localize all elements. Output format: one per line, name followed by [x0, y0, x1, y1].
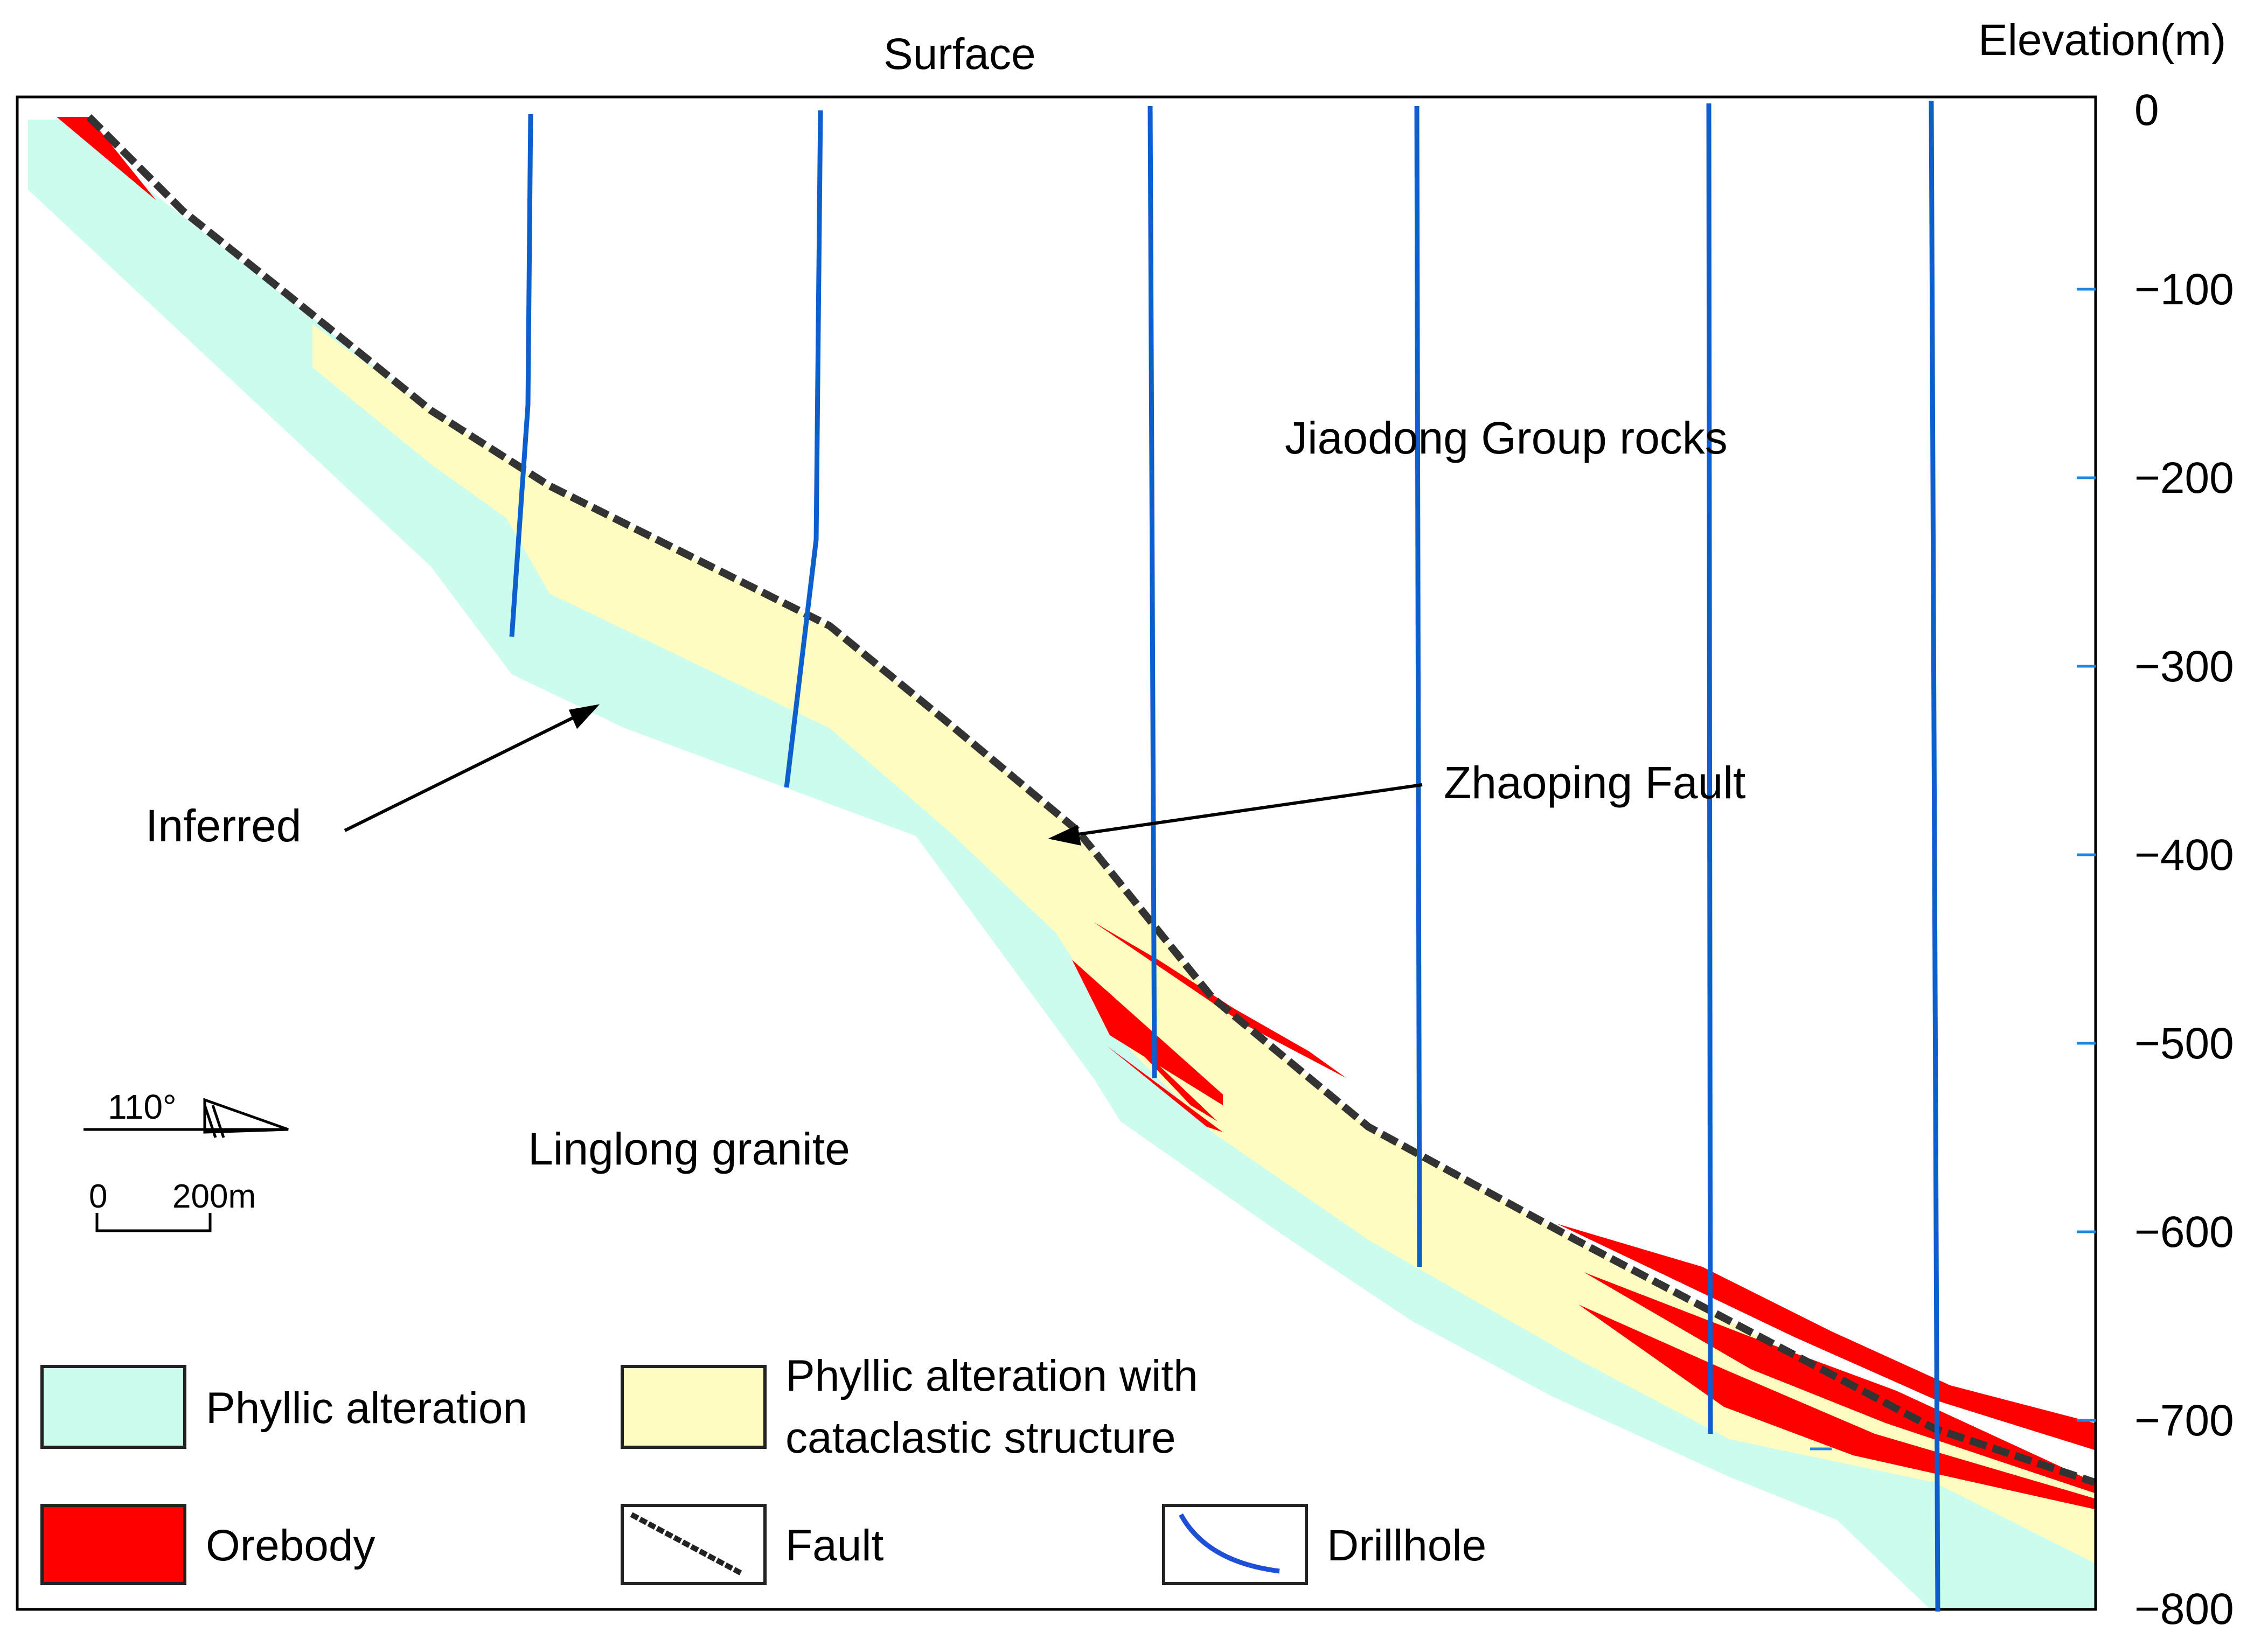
orebody	[1072, 960, 1223, 1105]
elevation-label: Elevation(m)	[1978, 16, 2226, 65]
legend: Phyllic alteration Phyllic alteration wi…	[40, 1351, 1486, 1585]
linglong-label: Linglong granite	[528, 1124, 850, 1174]
scale-bar: 110° 0 200m	[84, 1087, 289, 1232]
drillhole	[1414, 106, 1422, 1267]
drillhole-legend-icon	[1179, 1513, 1280, 1574]
arrow-head	[1048, 825, 1081, 846]
drillhole	[1929, 100, 1940, 1612]
legend-swatch-orebody	[40, 1504, 186, 1585]
leader-arrows	[344, 704, 1423, 846]
fault-legend-icon	[630, 1512, 744, 1577]
legend-label-orebody: Orebody	[206, 1521, 375, 1570]
legend-swatch-phyllic	[40, 1365, 186, 1449]
legend-label-phyllic: Phyllic alteration	[206, 1384, 527, 1433]
tick-label: −600	[2134, 1208, 2234, 1257]
tick-label: −500	[2134, 1019, 2234, 1068]
tick-label: −300	[2134, 642, 2234, 691]
tick-label: −400	[2134, 831, 2234, 880]
elevation-axis: 0 −100 −200 −300 −400 −500 −600 −700 −80…	[1810, 86, 2234, 1632]
tick-label: −100	[2134, 265, 2234, 314]
zhaoping-leader	[1066, 783, 1423, 838]
drillhole	[509, 114, 533, 637]
inferred-leader	[344, 710, 586, 832]
orebody	[1107, 1046, 1223, 1132]
azimuth-tick	[203, 1105, 217, 1138]
legend-label-cataclastic-line2: cataclastic structure	[785, 1413, 1176, 1462]
tick-label: 0	[2134, 86, 2159, 135]
legend-label-drillhole: Drillhole	[1327, 1521, 1486, 1570]
surface-label: Surface	[883, 30, 1036, 79]
tick-label: −700	[2134, 1396, 2234, 1445]
cataclastic-alteration-zone	[312, 324, 2095, 1563]
drillholes	[509, 100, 1940, 1612]
legend-swatch-cataclastic	[621, 1365, 767, 1449]
azimuth-tick	[211, 1105, 225, 1138]
inferred-label: Inferred	[145, 800, 302, 851]
drillhole	[1147, 106, 1157, 1079]
legend-swatch-fault	[621, 1504, 767, 1585]
drillhole	[1706, 103, 1713, 1434]
zhaoping-fault-line	[86, 114, 2096, 1486]
jiaodong-label: Jiaodong Group rocks	[1285, 413, 1728, 463]
scale-zero-label: 0	[89, 1178, 107, 1215]
tick-label: −200	[2134, 454, 2234, 503]
legend-label-fault: Fault	[785, 1521, 884, 1570]
azimuth-arrow-icon	[203, 1098, 289, 1134]
legend-label-cataclastic-line1: Phyllic alteration with	[785, 1351, 1198, 1400]
orebody	[57, 117, 156, 200]
scale-bar-line	[95, 1213, 212, 1232]
drillhole	[784, 110, 823, 788]
arrow-head	[568, 704, 600, 729]
orebody	[1578, 1305, 2095, 1509]
zhaoping-fault-label: Zhaoping Fault	[1444, 757, 1745, 808]
legend-swatch-drillhole	[1162, 1504, 1308, 1585]
orebody	[1557, 1224, 2095, 1450]
tick-label: −800	[2134, 1585, 2234, 1632]
azimuth-label: 110°	[108, 1087, 177, 1126]
scale-length-label: 200m	[172, 1178, 256, 1215]
